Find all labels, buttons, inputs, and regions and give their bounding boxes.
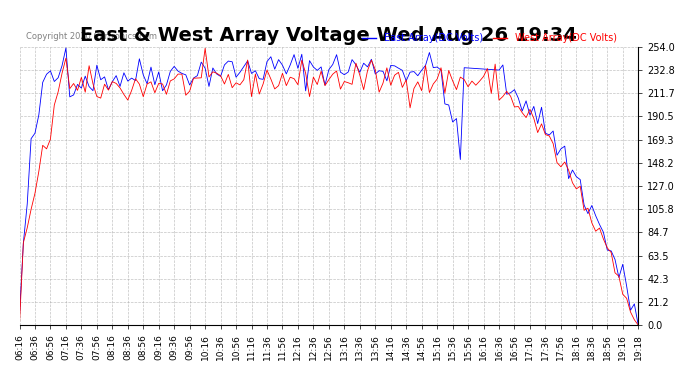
Text: Copyright 2020 Cartronics.com: Copyright 2020 Cartronics.com (26, 32, 157, 41)
East Array(DC Volts) (15, 313, 23, 318)
West Array(DC Volts) (186, 89, 194, 93)
East Array(DC Volts) (224, 59, 233, 63)
Legend: East Array(DC Volts), West Array(DC Volts): East Array(DC Volts), West Array(DC Volt… (357, 29, 621, 47)
West Array(DC Volts) (564, 168, 573, 172)
Title: East & West Array Voltage Wed Aug 26 19:34: East & West Array Voltage Wed Aug 26 19:… (81, 26, 578, 45)
West Array(DC Volts) (15, 321, 23, 326)
Line: West Array(DC Volts): West Array(DC Volts) (19, 48, 638, 325)
East Array(DC Volts) (189, 76, 197, 80)
Line: East Array(DC Volts): East Array(DC Volts) (19, 48, 638, 325)
West Array(DC Volts) (607, 250, 615, 255)
East Array(DC Volts) (533, 122, 542, 126)
West Array(DC Volts) (634, 323, 642, 327)
East Array(DC Volts) (607, 249, 615, 253)
East Array(DC Volts) (634, 323, 642, 327)
East Array(DC Volts) (248, 71, 256, 76)
East Array(DC Volts) (62, 46, 70, 50)
West Array(DC Volts) (533, 130, 542, 135)
West Array(DC Volts) (248, 94, 256, 99)
West Array(DC Volts) (201, 46, 209, 51)
West Array(DC Volts) (224, 72, 233, 76)
East Array(DC Volts) (564, 176, 573, 181)
